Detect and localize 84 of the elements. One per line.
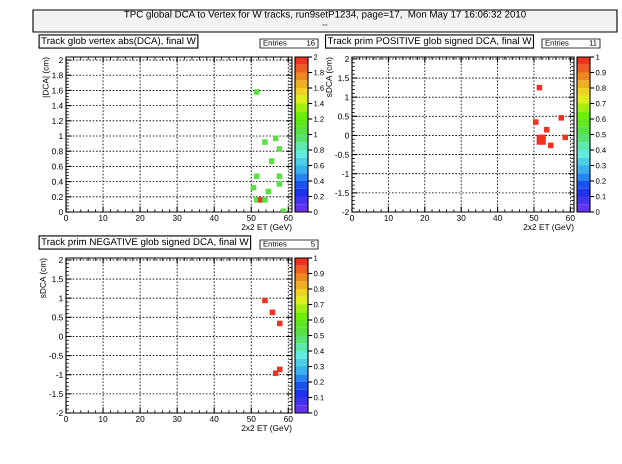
y-axis-title: |DCA| (cm) xyxy=(42,58,50,98)
point xyxy=(544,126,550,132)
y-tick-label: 0.5 xyxy=(338,114,349,120)
y-tick-label: -1 xyxy=(342,171,349,177)
y-tick-label: 2 xyxy=(345,56,349,62)
x-tick-label: 10 xyxy=(99,416,108,422)
point xyxy=(558,115,564,121)
x-tick-label: 0 xyxy=(350,215,354,221)
x-axis-title: 2x2 ET (GeV) xyxy=(242,224,292,232)
y-tick-label: 1.4 xyxy=(52,102,63,109)
y-tick-label: 1.8 xyxy=(52,72,63,78)
y-tick-label: 0 xyxy=(58,334,63,340)
y-tick-label: 2 xyxy=(59,57,63,64)
x-tick-label: 30 xyxy=(172,416,182,422)
x-tick-label: 50 xyxy=(246,215,256,221)
x-tick-label: 40 xyxy=(493,215,502,221)
point xyxy=(268,158,274,164)
point xyxy=(262,197,268,203)
y-axis-title: sDCA (cm) xyxy=(40,258,48,298)
chart-title: Track prim NEGATIVE glob signed DCA, final W xyxy=(41,238,249,248)
point xyxy=(272,370,278,376)
point xyxy=(250,184,256,190)
y-tick-label: 0 xyxy=(344,132,349,139)
point xyxy=(536,84,542,90)
point xyxy=(276,320,283,326)
y-tick-label: -1 xyxy=(56,372,63,378)
x-tick-label: 0 xyxy=(64,215,68,221)
point xyxy=(548,142,554,148)
x-tick-label: 30 xyxy=(172,215,182,221)
y-tick-label: 1 xyxy=(345,94,349,100)
x-tick-label: 20 xyxy=(136,215,144,221)
point xyxy=(266,188,272,194)
y-tick-label: -1.5 xyxy=(335,190,349,196)
y-tick-label: 0.5 xyxy=(52,314,63,320)
y-tick-label: 0.4 xyxy=(52,178,63,185)
y-tick-label: 0.6 xyxy=(52,164,63,170)
y-tick-label: -2 xyxy=(342,209,349,216)
x-tick-label: 40 xyxy=(210,215,219,221)
x-tick-label: 50 xyxy=(246,416,256,422)
text: TPC global DCA to Vertex for W tracks, run9setP1234, page=17, Mon May 17 16:06:32 2010 xyxy=(124,10,526,20)
point xyxy=(254,89,260,95)
x-tick-label: 60 xyxy=(284,215,293,221)
y-tick-label: 1 xyxy=(59,295,63,302)
point xyxy=(540,139,546,145)
x-tick-label: 50 xyxy=(530,215,538,221)
point xyxy=(533,119,539,125)
x-axis-title: 2x2 ET (GeV) xyxy=(242,424,292,433)
point xyxy=(254,174,260,180)
y-tick-label: 1.6 xyxy=(52,88,63,94)
point xyxy=(276,181,282,187)
y-tick-label: 1.5 xyxy=(52,276,63,282)
point xyxy=(262,139,268,145)
x-tick-label: 60 xyxy=(566,215,575,221)
chart-title: Track glob vertex abs(DCA), final W xyxy=(41,36,196,46)
x-tick-label: 10 xyxy=(384,215,393,221)
y-tick-label: 1 xyxy=(59,133,63,140)
point xyxy=(272,136,278,142)
x-tick-label: 20 xyxy=(136,416,144,422)
point xyxy=(270,310,276,316)
point xyxy=(262,298,268,304)
y-axis-title: sDCA (cm) xyxy=(326,58,334,98)
y-tick-label: -0.5 xyxy=(335,152,349,158)
x-tick-label: 30 xyxy=(456,215,466,221)
point xyxy=(276,146,282,152)
y-tick-label: 2 xyxy=(59,257,63,263)
x-tick-label: 0 xyxy=(64,416,68,422)
y-tick-label: 1.5 xyxy=(338,75,349,82)
x-tick-label: 20 xyxy=(420,215,430,221)
x-tick-label: 10 xyxy=(99,215,108,221)
x-tick-label: 40 xyxy=(210,416,219,422)
y-tick-label: 0 xyxy=(58,209,63,216)
y-tick-label: 1.2 xyxy=(52,118,63,124)
y-tick-label: -2 xyxy=(56,410,63,416)
x-axis-title: 2x2 ET (GeV) xyxy=(524,224,574,232)
point xyxy=(562,134,568,140)
y-tick-label: -0.5 xyxy=(49,352,63,359)
y-tick-label: 0.8 xyxy=(52,148,63,154)
point xyxy=(276,174,282,180)
y-tick-label: 0.2 xyxy=(52,194,63,200)
x-tick-label: 60 xyxy=(284,416,293,422)
y-tick-label: -1.5 xyxy=(49,391,63,397)
point xyxy=(276,366,283,372)
chart-title: Track prim POSITIVE glob signed DCA, final W xyxy=(328,36,532,46)
text: -- xyxy=(322,24,328,26)
